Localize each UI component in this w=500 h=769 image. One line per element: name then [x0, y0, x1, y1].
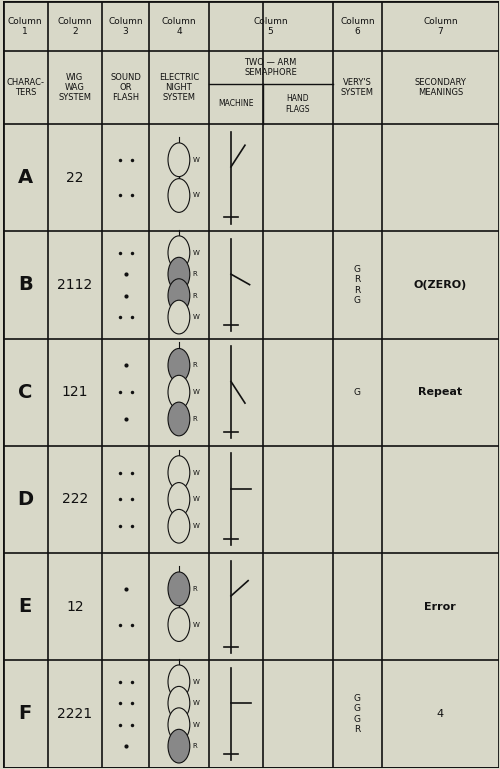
- Circle shape: [168, 729, 190, 763]
- Text: Column
7: Column 7: [423, 17, 458, 36]
- Text: SOUND
OR
FLASH: SOUND OR FLASH: [110, 73, 141, 102]
- Text: W: W: [192, 314, 199, 320]
- Circle shape: [168, 608, 190, 641]
- Text: G
G
G
R: G G G R: [354, 694, 361, 734]
- Text: O(ZERO): O(ZERO): [414, 280, 467, 290]
- Text: W: W: [192, 497, 199, 502]
- Text: Column
6: Column 6: [340, 17, 374, 36]
- Text: 4: 4: [437, 709, 444, 719]
- Text: D: D: [17, 490, 34, 509]
- Text: R: R: [192, 586, 197, 592]
- Text: Column
3: Column 3: [108, 17, 143, 36]
- Text: SECONDARY
MEANINGS: SECONDARY MEANINGS: [414, 78, 467, 98]
- Circle shape: [168, 348, 190, 382]
- Text: TWO — ARM
SEMAPHORE: TWO — ARM SEMAPHORE: [244, 58, 297, 77]
- Circle shape: [168, 665, 190, 699]
- Text: Error: Error: [424, 601, 456, 611]
- Text: W: W: [192, 250, 199, 256]
- Circle shape: [168, 402, 190, 436]
- Circle shape: [168, 572, 190, 606]
- Text: R: R: [192, 293, 197, 298]
- Text: E: E: [18, 598, 32, 616]
- Text: HAND
FLAGS: HAND FLAGS: [286, 95, 310, 114]
- Circle shape: [168, 707, 190, 741]
- Circle shape: [168, 483, 190, 516]
- Text: Column
1: Column 1: [8, 17, 42, 36]
- Text: Column
2: Column 2: [58, 17, 92, 36]
- Text: R: R: [192, 743, 197, 749]
- Circle shape: [168, 456, 190, 490]
- Circle shape: [168, 236, 190, 270]
- Text: 121: 121: [62, 385, 88, 399]
- Circle shape: [168, 375, 190, 409]
- Circle shape: [168, 509, 190, 543]
- Text: G
R
R
G: G R R G: [354, 265, 361, 305]
- Text: W: W: [192, 389, 199, 395]
- Text: R: R: [192, 416, 197, 422]
- Text: W: W: [192, 157, 199, 163]
- Text: W: W: [192, 470, 199, 475]
- Text: B: B: [18, 275, 32, 295]
- Text: ELECTRIC
NIGHT
SYSTEM: ELECTRIC NIGHT SYSTEM: [159, 73, 199, 102]
- Text: W: W: [192, 192, 199, 198]
- Text: CHARAC-
TERS: CHARAC- TERS: [6, 78, 44, 98]
- Circle shape: [168, 278, 190, 312]
- Text: W: W: [192, 679, 199, 684]
- Circle shape: [168, 178, 190, 212]
- Text: Repeat: Repeat: [418, 387, 463, 397]
- Circle shape: [168, 687, 190, 720]
- Text: 22: 22: [66, 171, 84, 185]
- Text: MACHINE: MACHINE: [218, 99, 254, 108]
- Text: VERY'S
SYSTEM: VERY'S SYSTEM: [341, 78, 374, 98]
- Text: A: A: [18, 168, 33, 187]
- Text: W: W: [192, 721, 199, 727]
- Text: Column
4: Column 4: [162, 17, 196, 36]
- Text: 12: 12: [66, 600, 84, 614]
- Text: W: W: [192, 621, 199, 628]
- Circle shape: [168, 300, 190, 334]
- Text: R: R: [192, 271, 197, 277]
- Text: Column
5: Column 5: [254, 17, 288, 36]
- Text: 222: 222: [62, 492, 88, 507]
- Text: 2112: 2112: [57, 278, 92, 292]
- Circle shape: [168, 258, 190, 291]
- Text: WIG
WAG
SYSTEM: WIG WAG SYSTEM: [58, 73, 92, 102]
- Text: C: C: [18, 383, 32, 401]
- Text: W: W: [192, 701, 199, 706]
- Text: F: F: [18, 704, 32, 724]
- Text: W: W: [192, 523, 199, 529]
- Text: 2221: 2221: [58, 707, 92, 721]
- Circle shape: [168, 143, 190, 177]
- Text: G: G: [354, 388, 361, 397]
- Text: R: R: [192, 362, 197, 368]
